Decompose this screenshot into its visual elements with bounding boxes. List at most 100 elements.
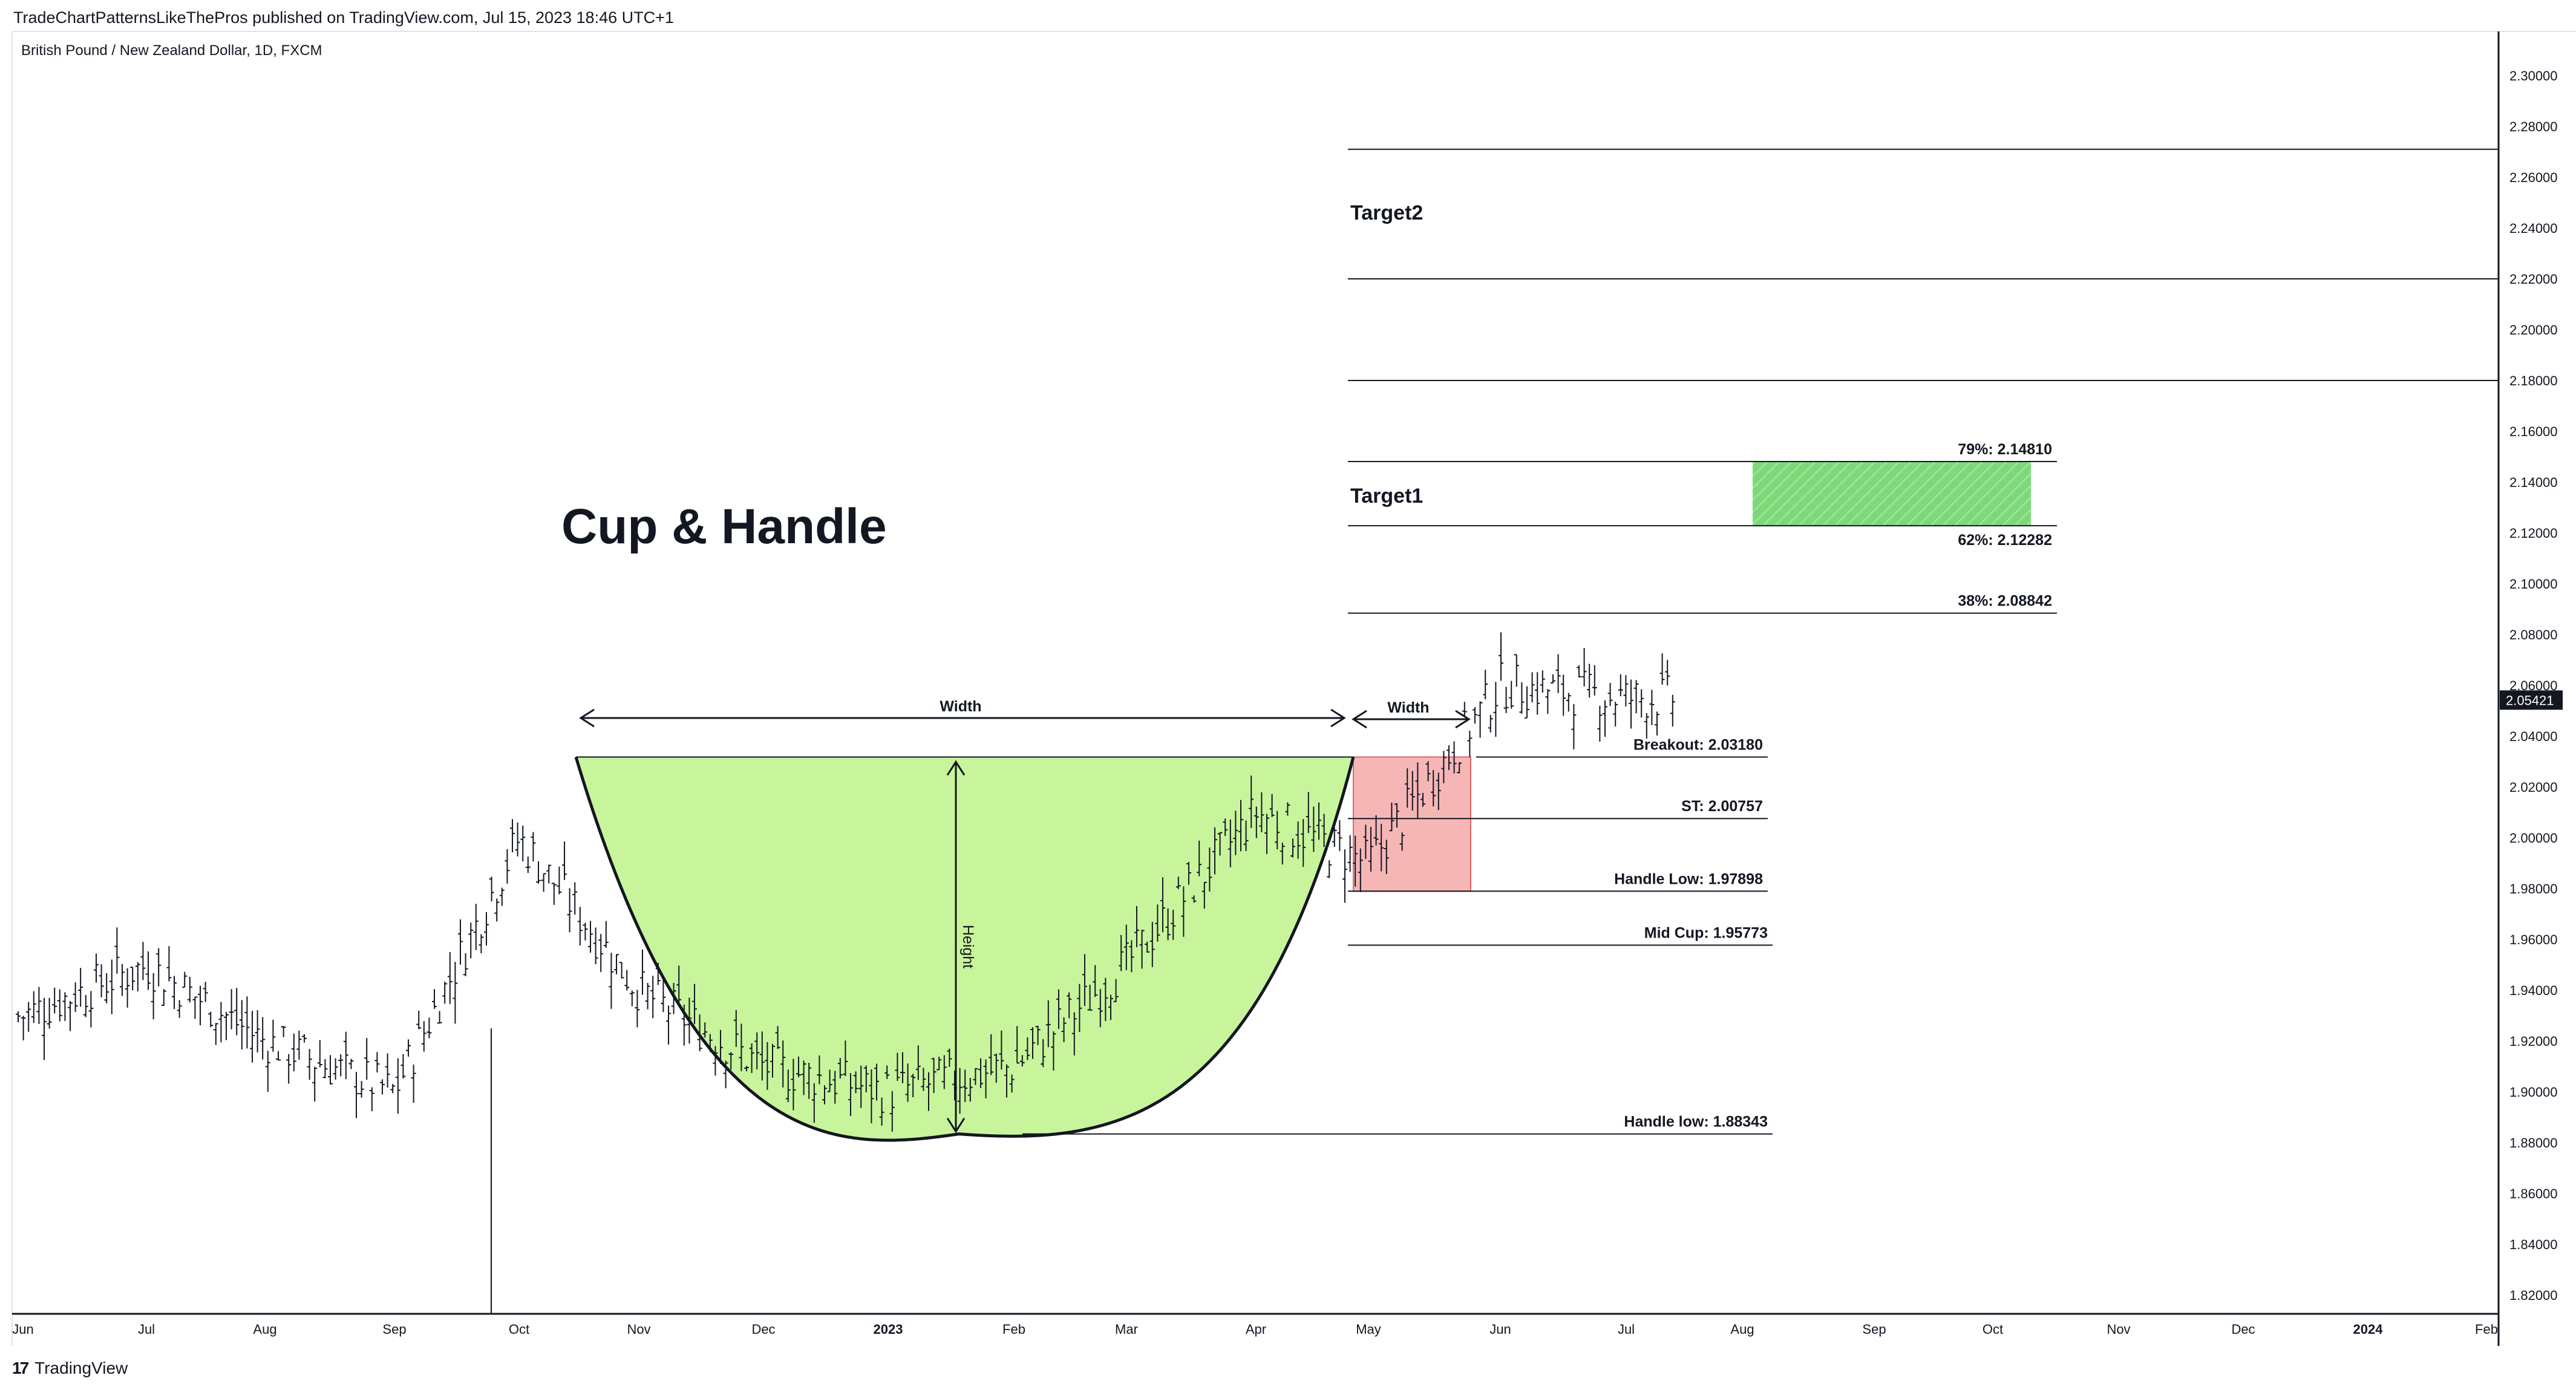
- ohlc-bar: [780, 1040, 786, 1088]
- ohlc-bar: [1097, 989, 1103, 1028]
- ohlc-bar: [1347, 835, 1353, 872]
- x-tick-label: Feb: [2475, 1322, 2498, 1337]
- ohlc-bar: [1067, 992, 1072, 1019]
- ohlc-bar: [270, 1019, 276, 1052]
- ohlc-bar: [837, 1057, 843, 1079]
- ohlc-bar: [1113, 979, 1119, 1002]
- x-tick-label: Aug: [253, 1322, 276, 1337]
- ohlc-bar: [681, 1004, 687, 1046]
- ohlc-bar: [1363, 824, 1368, 859]
- ohlc-bar: [993, 1053, 999, 1083]
- ohlc-bar: [1566, 693, 1571, 712]
- ohlc-bar: [1015, 1026, 1020, 1064]
- ohlc-bar: [635, 990, 640, 1028]
- ohlc-bar: [1503, 687, 1509, 713]
- ohlc-bar: [453, 962, 458, 1024]
- ohlc-bar: [525, 856, 531, 873]
- ohlc-bar: [541, 873, 546, 892]
- ohlc-bar: [1509, 681, 1514, 709]
- ohlc-bar: [213, 1023, 218, 1045]
- ohlc-bar: [224, 1011, 229, 1040]
- ohlc-bar: [1431, 770, 1436, 807]
- tradingview-logo[interactable]: 17 TradingView: [12, 1356, 128, 1380]
- ohlc-bar: [88, 991, 94, 1028]
- ohlc-bar: [817, 1055, 822, 1085]
- ohlc-bar: [1477, 701, 1483, 738]
- ohlc-bar: [869, 1069, 874, 1123]
- ohlc-bar: [1514, 654, 1519, 687]
- ohlc-bar: [1093, 965, 1098, 997]
- ohlc-bar: [791, 1059, 796, 1111]
- ohlc-bar: [1633, 680, 1639, 714]
- ohlc-bar: [759, 1031, 765, 1081]
- ohlc-bar: [775, 1026, 780, 1049]
- ohlc-bar: [603, 921, 609, 948]
- ohlc-bar: [1342, 849, 1347, 903]
- ohlc-bar: [1379, 824, 1384, 872]
- ohlc-bar: [999, 1030, 1004, 1070]
- ohlc-bar: [395, 1058, 400, 1114]
- ohlc-bar: [151, 973, 156, 1020]
- x-tick-label: Aug: [1730, 1322, 1754, 1337]
- ohlc-bar: [1145, 941, 1150, 953]
- ohlc-bar: [343, 1031, 348, 1080]
- ohlc-bar: [1108, 994, 1113, 1020]
- y-tick-label: 1.84000: [2509, 1237, 2558, 1252]
- ohlc-bar: [255, 1010, 260, 1053]
- ohlc-bar: [1197, 840, 1202, 876]
- ohlc-bar: [380, 1079, 385, 1095]
- ohlc-bar: [1327, 860, 1332, 878]
- ohlc-bar: [31, 991, 36, 1023]
- ohlc-bar: [1228, 819, 1233, 867]
- ohlc-bar: [645, 983, 650, 1010]
- ohlc-bar: [1577, 665, 1581, 677]
- ohlc-bar: [1405, 768, 1410, 808]
- ohlc-bar: [1639, 689, 1644, 718]
- ohlc-bar: [1451, 741, 1457, 774]
- x-tick-label: 2024: [2353, 1322, 2384, 1337]
- cup-width-arrow: [579, 708, 1346, 728]
- ohlc-bar: [567, 888, 572, 933]
- y-tick-label: 2.08000: [2509, 627, 2558, 642]
- level-label: 62%: 2.12282: [1958, 532, 2052, 549]
- ohlc-bar: [614, 954, 619, 974]
- ohlc-bar: [374, 1052, 380, 1072]
- y-tick-label: 2.20000: [2509, 322, 2558, 338]
- ohlc-bar: [629, 990, 635, 1007]
- ohlc-bar: [1665, 659, 1670, 686]
- y-tick-label: 2.26000: [2509, 170, 2558, 185]
- ohlc-bar: [687, 997, 692, 1044]
- ohlc-bar: [640, 949, 645, 995]
- ohlc-bar: [291, 1033, 296, 1072]
- ohlc-bar: [978, 1058, 983, 1088]
- ohlc-bar: [146, 951, 151, 990]
- x-tick-label: Oct: [1983, 1322, 2003, 1337]
- ohlc-bar: [1529, 672, 1535, 703]
- ohlc-bar: [1051, 1031, 1056, 1071]
- ohlc-bar: [198, 985, 203, 1025]
- ohlc-bar: [562, 841, 567, 880]
- y-tick-label: 2.02000: [2509, 780, 2558, 795]
- x-tick-label: Sep: [1862, 1322, 1886, 1337]
- ohlc-bar: [484, 912, 489, 946]
- ohlc-bar: [676, 965, 682, 1005]
- ohlc-bar: [926, 1072, 931, 1111]
- ohlc-bar: [905, 1063, 910, 1102]
- ohlc-bar: [1581, 648, 1587, 687]
- ohlc-bar: [1519, 682, 1525, 714]
- ohlc-bar: [1368, 827, 1373, 872]
- ohlc-bar: [1171, 910, 1176, 940]
- ohlc-bar: [895, 1053, 900, 1081]
- ohlc-bar: [296, 1030, 302, 1060]
- ohlc-bar: [728, 1052, 734, 1070]
- x-tick-label: Nov: [2107, 1322, 2130, 1337]
- cup-height-label: Height: [959, 925, 976, 968]
- ohlc-bar: [785, 1069, 791, 1102]
- ohlc-bar: [947, 1048, 952, 1067]
- ohlc-bar: [1384, 840, 1389, 875]
- level-label: 79%: 2.14810: [1958, 441, 2052, 458]
- ohlc-bar: [1103, 978, 1108, 1021]
- ohlc-bar: [661, 977, 666, 1013]
- ohlc-bar: [1223, 818, 1228, 837]
